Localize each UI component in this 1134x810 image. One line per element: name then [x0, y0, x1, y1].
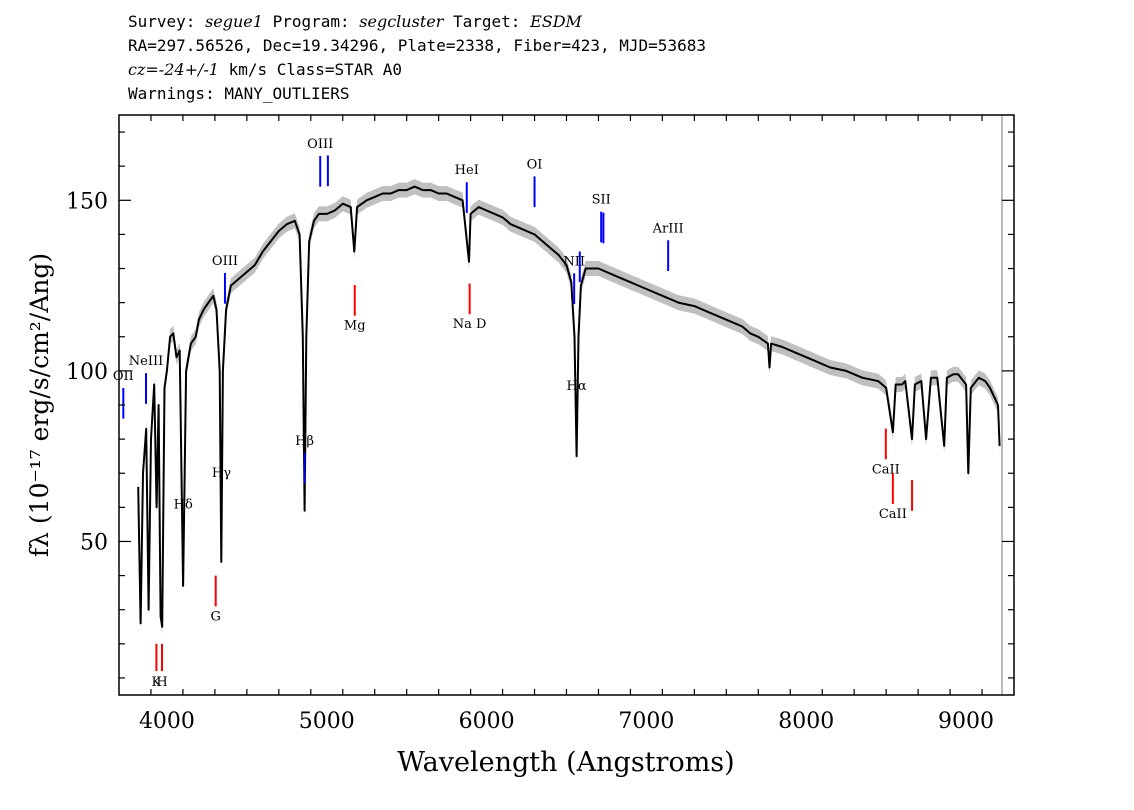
error-band — [138, 179, 1000, 635]
line-label-caii: CaII — [872, 462, 900, 477]
line-label-oii: OII — [113, 369, 134, 384]
line-label-hei: HeI — [455, 163, 479, 178]
survey-label: Survey: — [128, 12, 196, 31]
line-label-nii: NII — [563, 254, 585, 269]
target-label: Target: — [453, 12, 521, 31]
x-tick-label: 7000 — [618, 709, 674, 734]
line-label-k: K — [152, 675, 162, 690]
survey-value: segue1 — [205, 12, 263, 31]
line-label-na-d: Na D — [453, 317, 487, 332]
line-label-caii: CaII — [879, 507, 907, 522]
x-tick-label: 6000 — [459, 709, 515, 734]
header-line-3: cz=-24+/-1 km/s Class=STAR A0 — [128, 60, 402, 80]
line-label-neiii: NeIII — [129, 354, 163, 369]
header-line-2: RA=297.56526, Dec=19.34296, Plate=2338, … — [128, 36, 706, 55]
header-line-4: Warnings: MANY_OUTLIERS — [128, 84, 350, 103]
y-tick-label: 100 — [66, 360, 108, 385]
y-tick-label: 50 — [80, 530, 108, 555]
x-tick-label: 5000 — [299, 709, 355, 734]
line-label-g: G — [210, 609, 220, 624]
cz-value: -24+/-1 — [158, 60, 219, 79]
program-label: Program: — [272, 12, 350, 31]
line-label-sii: SII — [592, 193, 611, 208]
x-axis-label: Wavelength (Angstroms) — [397, 747, 734, 778]
line-label-hγ: Hγ — [212, 466, 231, 481]
program-value: segcluster — [359, 12, 444, 31]
x-tick-label: 9000 — [938, 709, 994, 734]
plot-frame — [118, 114, 1015, 696]
line-label-oiii: OIII — [212, 254, 238, 269]
line-label-oiii: OIII — [307, 137, 333, 152]
line-label-mg: Mg — [344, 319, 366, 334]
line-label-hβ: Hβ — [295, 434, 314, 449]
cz-label: cz= — [128, 60, 159, 79]
y-tick-label: 150 — [66, 189, 108, 214]
x-tick-label: 8000 — [778, 709, 834, 734]
spectrum-line — [137, 185, 1001, 628]
line-label-ariii: ArIII — [652, 221, 684, 236]
line-label-hδ: Hδ — [174, 498, 193, 513]
line-label-oi: OI — [527, 157, 543, 172]
line-label-hα: Hα — [567, 379, 587, 394]
axes: 4000 5000 6000 7000 8000 9000 50 100 150 — [66, 115, 1014, 734]
class-info: km/s Class=STAR A0 — [218, 60, 402, 79]
target-value: ESDM — [530, 12, 582, 31]
line-label-h: H — [156, 675, 167, 690]
x-tick-label: 4000 — [139, 709, 195, 734]
header-line-1: Survey: segue1 Program: segcluster Targe… — [128, 12, 582, 32]
y-axis-label: fλ (10⁻¹⁷ erg/s/cm²/Ang) — [25, 253, 54, 557]
